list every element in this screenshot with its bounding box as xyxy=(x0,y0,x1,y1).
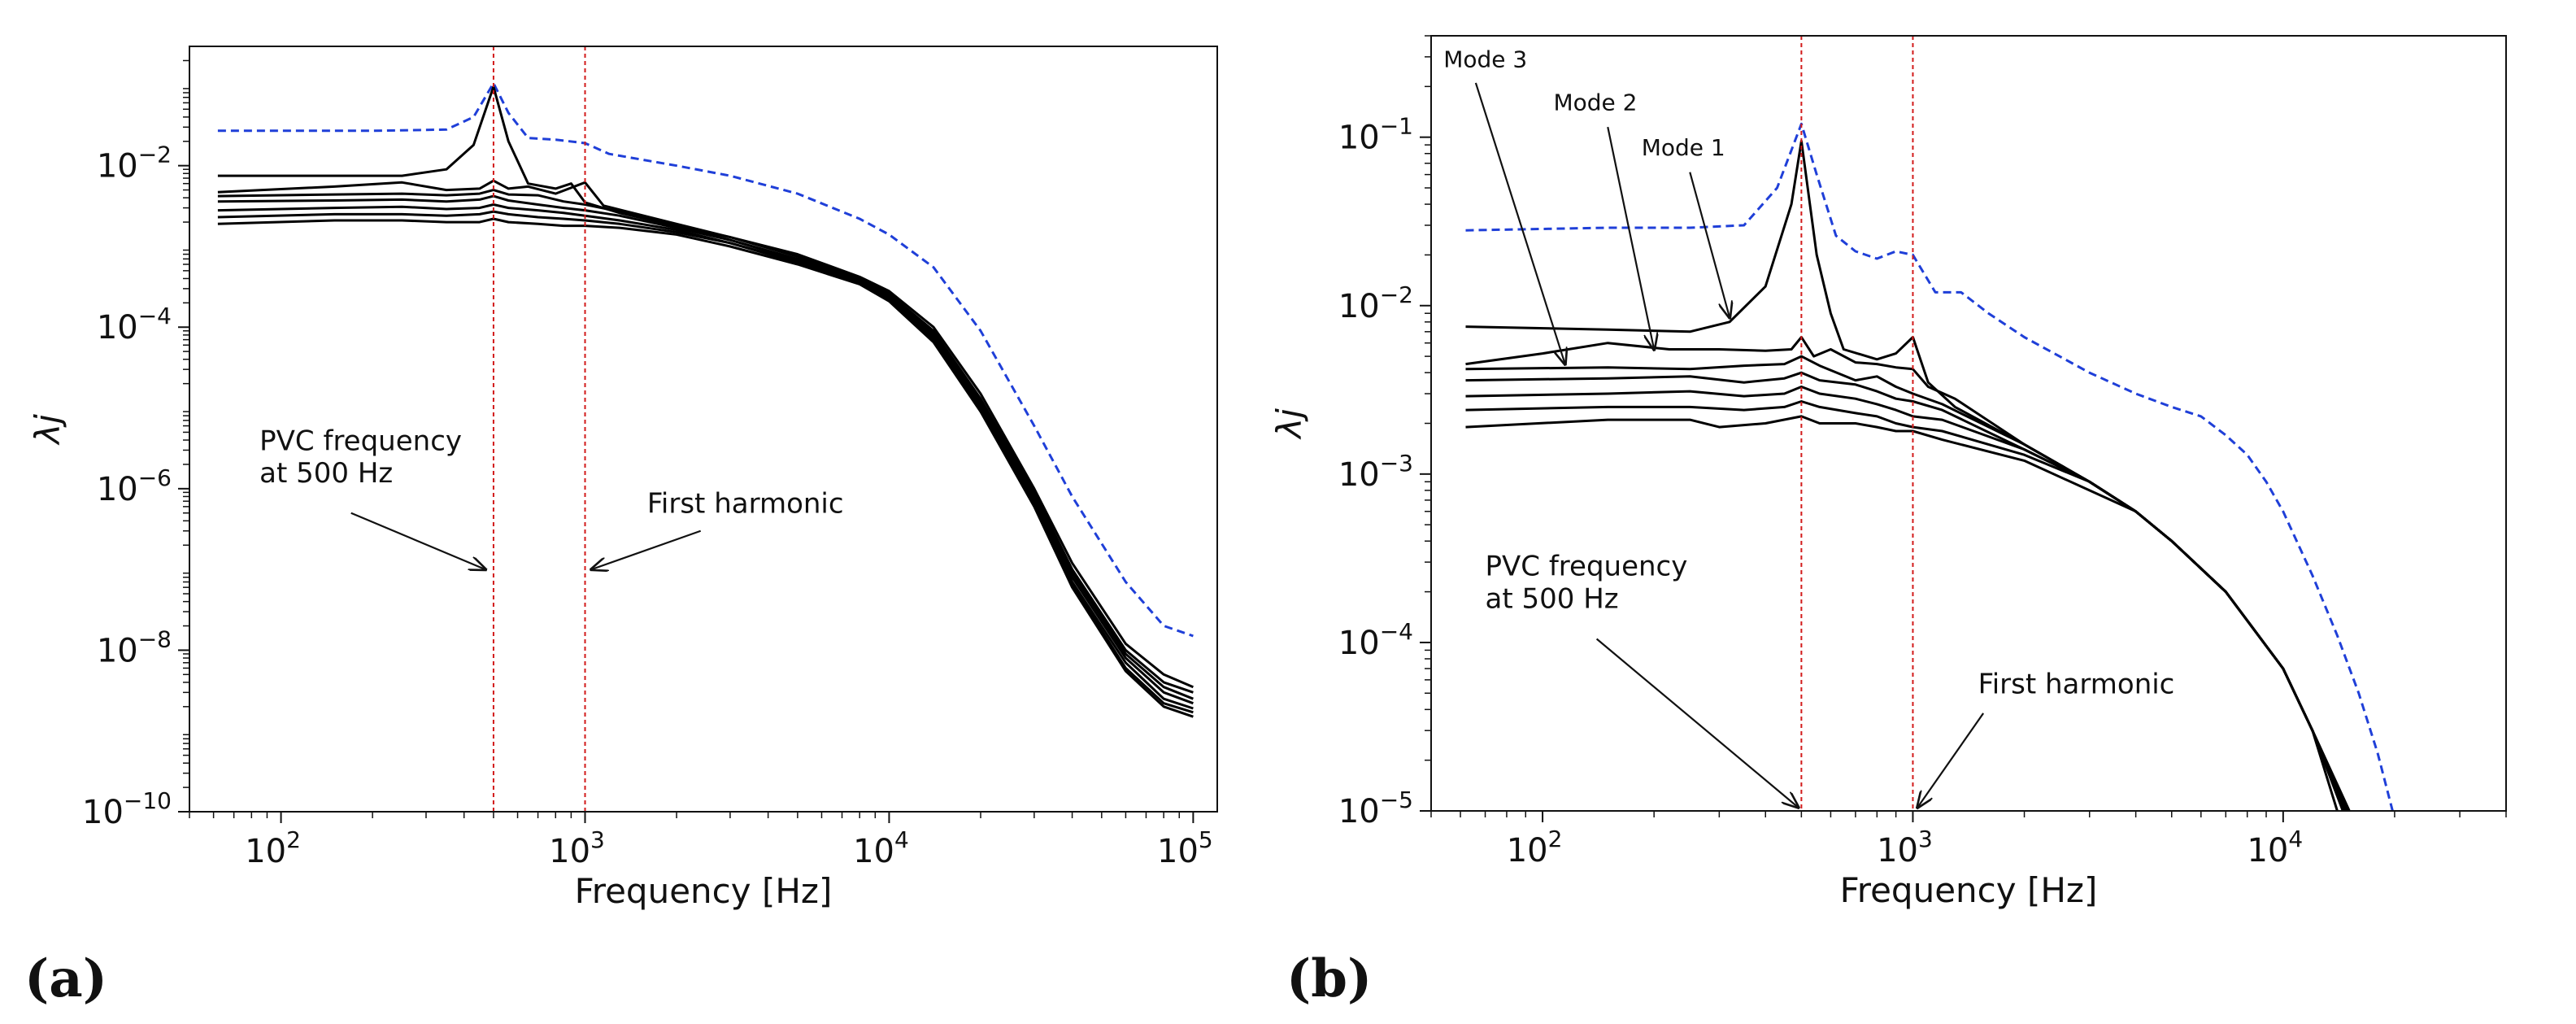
pvc-annotation-arrow xyxy=(350,512,485,569)
series-line-mode2 xyxy=(217,179,1194,694)
mode2-annotation-text: Mode 2 xyxy=(1553,89,1637,115)
y-tick-label: 10−4 xyxy=(1338,618,1413,662)
x-tick-label: 102 xyxy=(1507,826,1563,869)
pvc-annotation-text: PVC frequency xyxy=(259,425,462,457)
series-line-mode7 xyxy=(1465,415,2351,811)
series-line-sum xyxy=(217,81,1194,638)
y-axis-label: λj xyxy=(28,414,67,446)
y-tick-label: 10−8 xyxy=(97,625,172,669)
panel-b: 102 103 104 10−5 10−4 10−3 10−2 10−1 Frequency [… xyxy=(1269,35,2507,910)
pvc-annotation-arrow xyxy=(1595,638,1799,808)
y-tick-label: 10−2 xyxy=(1338,281,1413,325)
y-tick-label: 10−1 xyxy=(1338,113,1413,157)
first-harmonic-annotation-text: First harmonic xyxy=(647,488,844,521)
y-tick-label: 10−10 xyxy=(82,787,172,831)
mode1-annotation-arrow xyxy=(1689,172,1730,318)
y-tick-label: 10−5 xyxy=(1338,787,1413,830)
x-tick-label: 104 xyxy=(853,826,909,870)
x-tick-label: 103 xyxy=(549,826,605,870)
axes-frame xyxy=(1430,35,2507,812)
panel-label-b: (b) xyxy=(1286,948,1372,1009)
pvc-annotation-text-2: at 500 Hz xyxy=(259,457,393,490)
x-tick-label: 103 xyxy=(1877,826,1933,869)
pvc-annotation-text-2: at 500 Hz xyxy=(1486,583,1619,616)
y-tick-label: 10−6 xyxy=(97,464,172,508)
y-tick-label: 10−4 xyxy=(97,303,172,346)
series-group xyxy=(217,81,1194,718)
y-tick-label: 10−2 xyxy=(97,142,172,185)
first-harmonic-annotation-arrow xyxy=(1917,712,1985,808)
x-tick-label: 105 xyxy=(1157,826,1213,870)
series-group xyxy=(1465,122,2394,811)
y-tick-label: 10−3 xyxy=(1338,450,1413,494)
y-axis-label: λj xyxy=(1269,408,1309,440)
axes-frame xyxy=(189,46,1218,813)
x-tick-label: 102 xyxy=(245,826,301,870)
first-harmonic-annotation-text: First harmonic xyxy=(1978,668,2175,700)
series-line-mode1 xyxy=(1465,139,2339,811)
series-line-mode7 xyxy=(217,217,1194,718)
mode3-annotation-arrow xyxy=(1474,82,1565,364)
series-line-mode1 xyxy=(217,85,1194,689)
series-line-sum xyxy=(1465,122,2394,811)
series-line-mode3 xyxy=(217,189,1194,700)
panel-a: 102 103 104 105 10−10 10−8 10−6 10−4 10−2 Frequen… xyxy=(28,46,1218,911)
x-axis-label: Frequency [Hz] xyxy=(1840,870,2098,910)
panel-label-a: (a) xyxy=(24,948,107,1009)
series-line-mode4 xyxy=(217,194,1194,705)
mode3-annotation-text: Mode 3 xyxy=(1443,46,1527,73)
mode2-annotation-arrow xyxy=(1607,126,1654,349)
pvc-annotation-text: PVC frequency xyxy=(1486,551,1688,583)
mode1-annotation-text: Mode 1 xyxy=(1642,134,1725,161)
x-axis-label: Frequency [Hz] xyxy=(575,871,833,911)
first-harmonic-annotation-arrow xyxy=(591,529,702,569)
x-tick-label: 104 xyxy=(2247,826,2303,869)
